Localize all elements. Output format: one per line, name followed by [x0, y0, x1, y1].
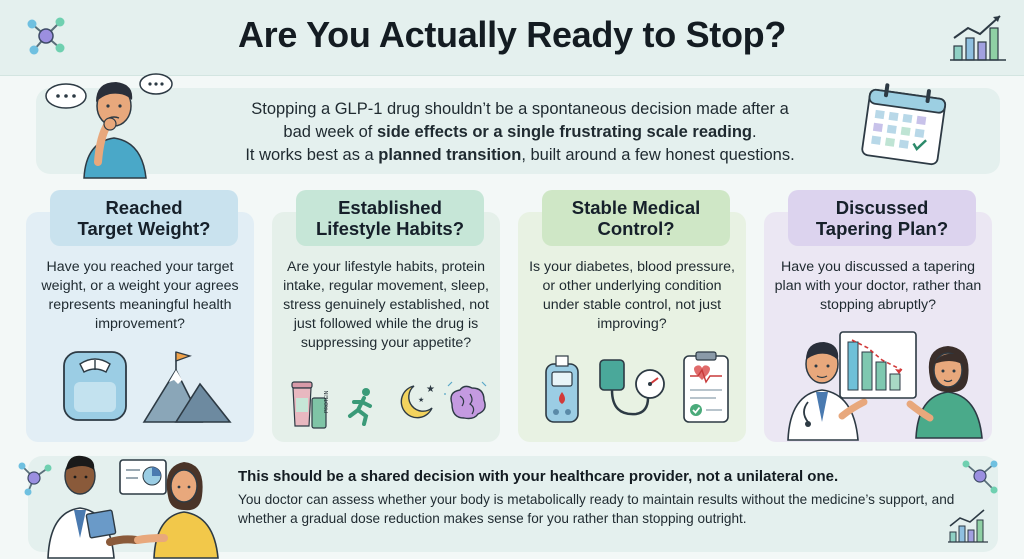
doctor-icon — [787, 342, 868, 441]
protein-shake-icon: PROTEIN — [291, 381, 330, 429]
card-body-lifestyle-habits: Are your lifestyle habits, protein intak… — [283, 259, 489, 351]
intro-text: Stopping a GLP-1 drug shouldn’t be a spo… — [160, 98, 880, 167]
mountain-flag-icon — [142, 351, 232, 423]
glucose-meter-icon — [545, 355, 579, 423]
patient-icon — [906, 346, 983, 439]
intro-line-3: It works best as a planned transition, b… — [245, 146, 795, 164]
header-band — [0, 0, 1024, 76]
svg-text:★: ★ — [426, 384, 435, 395]
molecule-icon — [18, 462, 52, 496]
page-title: Are You Actually Ready to Stop? — [237, 14, 787, 55]
brain-icon — [444, 381, 487, 420]
blood-pressure-cuff-icon — [599, 359, 665, 416]
bathroom-scale-icon — [63, 351, 127, 421]
moon-icon: ★ ★ — [400, 384, 435, 419]
svg-text:★: ★ — [418, 396, 424, 404]
card-heading-medical-control: Stable Medical Control? — [542, 190, 730, 246]
calendar-icon — [861, 83, 947, 166]
card-heading-target-weight: Reached Target Weight? — [50, 190, 238, 246]
footer-heading: This should be a shared decision with yo… — [238, 468, 839, 485]
card-heading-tapering-plan: Discussed Tapering Plan? — [788, 190, 976, 246]
card-body-tapering-plan: Have you discussed a tapering plan with … — [774, 259, 982, 313]
card-body-medical-control: Is your diabetes, blood pressure, or oth… — [529, 259, 735, 332]
thinking-person-icon — [45, 73, 173, 179]
molecule-icon — [962, 460, 998, 494]
growth-chart-icon — [950, 15, 1006, 61]
card-heading-lifestyle-habits: Established Lifestyle Habits? — [296, 190, 484, 246]
doctor-patient-handshake-icon — [47, 455, 219, 559]
intro-line-2: bad week of side effects or a single fru… — [283, 123, 757, 141]
tapering-chart-icon — [839, 331, 917, 399]
intro-panel — [36, 88, 1000, 174]
shake-label: PROTEIN — [324, 390, 330, 413]
molecule-icon — [27, 17, 65, 55]
footer-body: You doctor can assess whether your body … — [238, 492, 955, 526]
card-body-target-weight: Have you reached your target weight, or … — [41, 259, 239, 332]
intro-emphasis-1: side effects or a single frustrating sca… — [376, 123, 752, 141]
growth-chart-icon — [948, 509, 988, 543]
clipboard-check-icon — [683, 351, 729, 423]
intro-line-1: Stopping a GLP-1 drug shouldn’t be a spo… — [251, 100, 789, 118]
intro-emphasis-2: planned transition — [378, 146, 522, 164]
runner-icon — [348, 388, 372, 426]
